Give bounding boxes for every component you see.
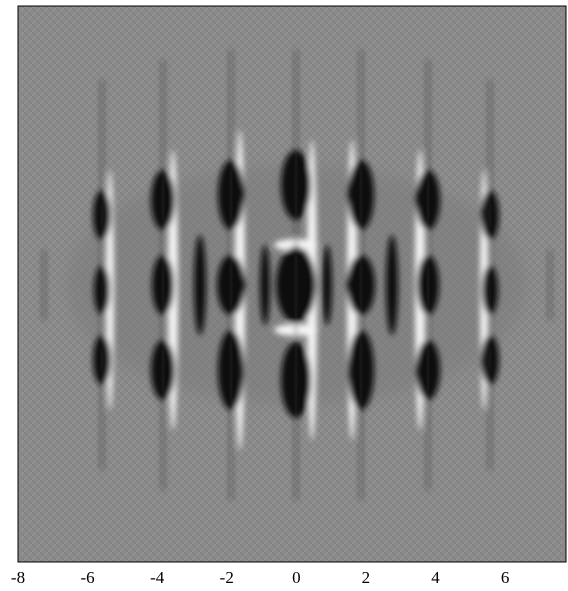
plot-image: [18, 6, 566, 562]
x-tick-label: -4: [150, 568, 165, 586]
chart: -8 -6 -4 -2 0 2 4 6: [0, 0, 568, 586]
x-tick-label: 2: [362, 568, 371, 586]
x-tick-label: 6: [501, 568, 510, 586]
x-tick-label: -6: [81, 568, 95, 586]
x-tick-label: -2: [220, 568, 234, 586]
x-tick-label: 0: [292, 568, 301, 586]
x-tick-label: -8: [11, 568, 25, 586]
x-tick-label: 4: [431, 568, 440, 586]
